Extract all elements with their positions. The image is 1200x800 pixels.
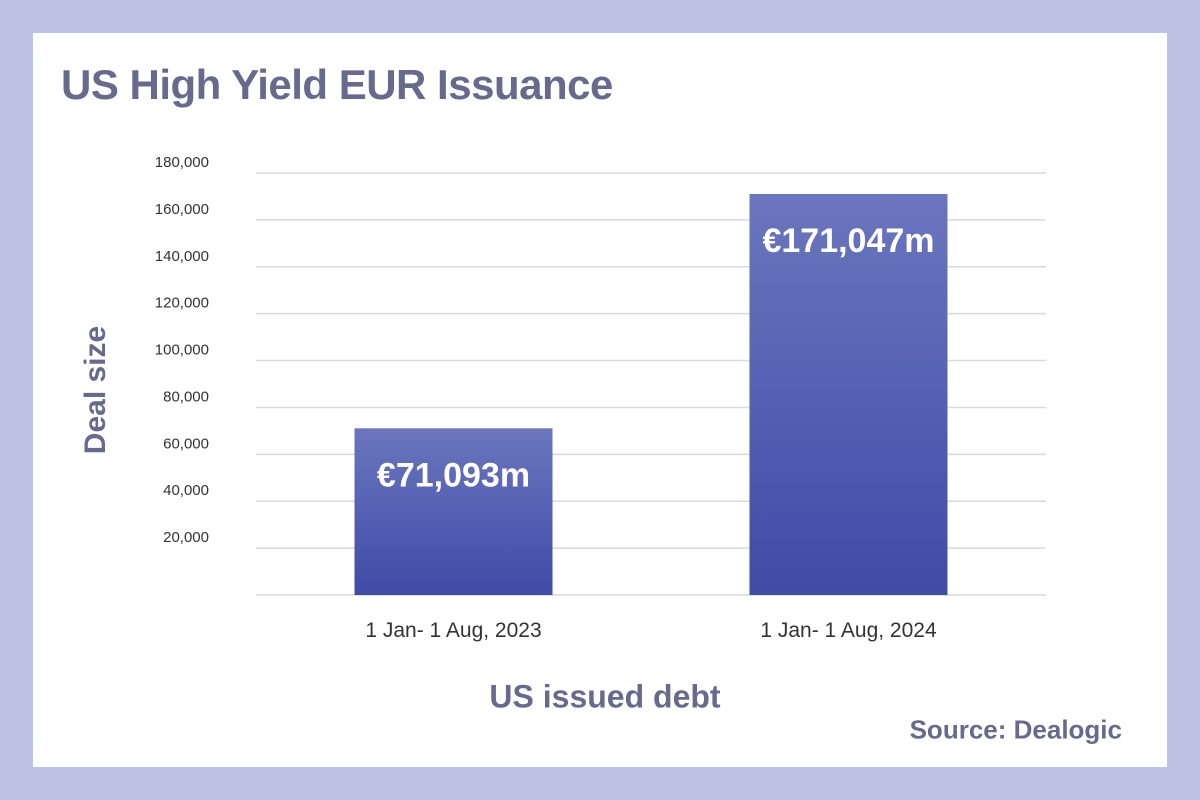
y-axis-title: Deal size (79, 325, 112, 455)
chart-title: US High Yield EUR Issuance (61, 61, 613, 108)
y-tick-label: 100,000 (155, 342, 209, 359)
y-axis-ticks: 20,000 40,000 60,000 80,000 100,000 120,000 14… (155, 154, 209, 546)
y-tick-label: 60,000 (163, 435, 209, 452)
y-tick-label: 20,000 (163, 529, 209, 546)
x-category-label: 1 Jan- 1 Aug, 2023 (365, 619, 541, 642)
bar (354, 428, 553, 595)
bar-value-label: €171,047m (762, 222, 934, 260)
y-tick-label: 140,000 (155, 248, 209, 265)
bar-value-label: €71,093m (377, 456, 530, 494)
y-tick-label: 160,000 (155, 201, 209, 218)
x-category-label: 1 Jan- 1 Aug, 2024 (760, 619, 937, 642)
y-tick-label: 40,000 (163, 482, 209, 499)
x-axis-title: US issued debt (489, 678, 721, 715)
source-note: Source: Dealogic (909, 714, 1122, 745)
x-axis-categories: 1 Jan- 1 Aug, 2023 1 Jan- 1 Aug, 2024 (365, 619, 937, 642)
bar (749, 193, 948, 595)
y-tick-label: 80,000 (163, 388, 209, 405)
chart-card: US High Yield EUR Issuance (33, 33, 1167, 767)
data-labels: €71,093m €171,047m (377, 222, 935, 494)
bars (354, 193, 948, 595)
y-tick-label: 180,000 (155, 154, 209, 171)
y-tick-label: 120,000 (155, 295, 209, 312)
